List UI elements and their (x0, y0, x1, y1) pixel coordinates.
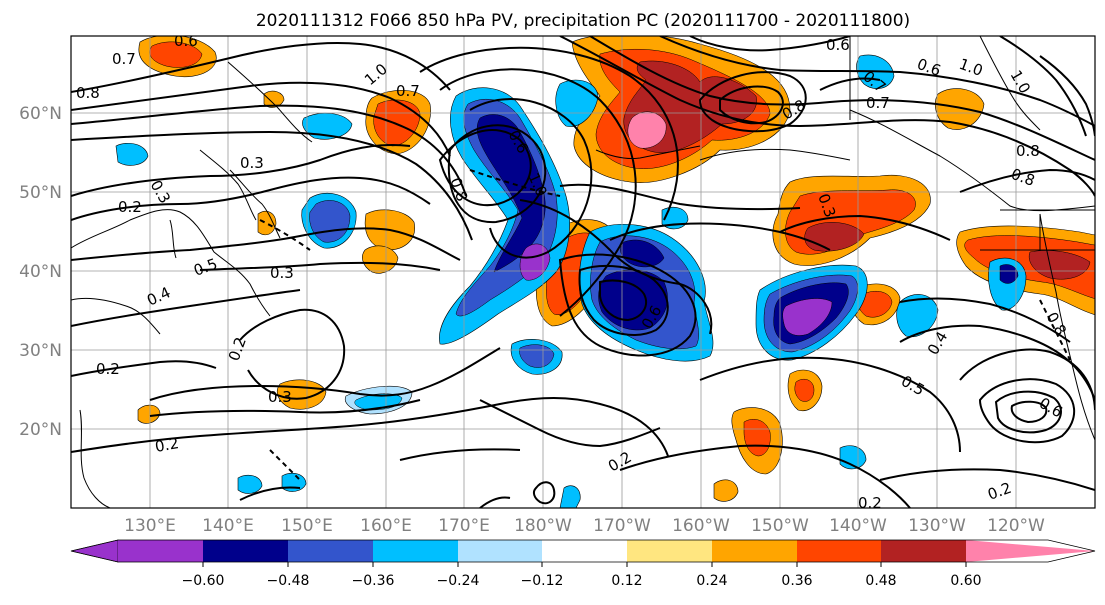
colorbar-segment (712, 540, 797, 562)
colorbar-outline (70, 539, 1096, 563)
colorbar-ticks (202, 562, 967, 567)
colorbar-segment (458, 540, 542, 562)
precip-positive-area (257, 211, 277, 236)
colorbar: −0.60 −0.48 −0.36 −0.24 −0.12 0.12 0.24 … (70, 539, 1096, 589)
contour-label: 0.3 (268, 388, 292, 406)
colorbar-tick-label: 0.12 (611, 573, 642, 589)
contour-label: 0.7 (866, 94, 890, 112)
map-gridlines (71, 36, 1095, 508)
lon-label: 140°W (829, 516, 887, 536)
lon-label: 150°E (281, 516, 333, 536)
contour-label: 0.6 (174, 32, 198, 50)
colorbar-segment (542, 540, 627, 562)
precip-negative-area (555, 79, 599, 127)
colorbar-segment (373, 540, 458, 562)
lat-label: 50°N (19, 183, 62, 203)
colorbar-tick-label: 0.36 (781, 573, 812, 589)
precip-negative-area (620, 239, 665, 268)
coastlines (71, 36, 1095, 508)
lon-label: 130°W (908, 516, 966, 536)
lon-label: 160°E (360, 516, 412, 536)
contour-label: 0.8 (76, 84, 100, 102)
precip-negative-area (598, 269, 668, 331)
precip-positive-area (713, 479, 739, 502)
lon-label: 150°W (751, 516, 809, 536)
lon-label: 130°E (124, 516, 176, 536)
contour-label: 0.7 (112, 50, 136, 68)
lon-label: 120°W (987, 516, 1045, 536)
lon-label: 170°E (438, 516, 490, 536)
colorbar-tick-label: −0.12 (521, 573, 564, 589)
precip-positive-area (743, 419, 771, 457)
colorbar-tick-label: −0.48 (267, 573, 310, 589)
colorbar-tick-labels: −0.60 −0.48 −0.36 −0.24 −0.12 0.12 0.24 … (182, 573, 982, 589)
contour-label: 0.3 (240, 154, 264, 172)
precip-negative-area (237, 474, 263, 494)
map-panel: 0.6 0.7 0.8 1.0 0.7 0.3 0.3 0.2 0.5 0.4 … (70, 32, 1096, 512)
map-frame (70, 35, 1096, 509)
contour-label: 0.7 (396, 82, 420, 100)
contour-label: 0.8 (1016, 142, 1040, 160)
precip-negative-area (999, 264, 1019, 284)
colorbar-segment (627, 540, 712, 562)
lon-label: 170°W (593, 516, 651, 536)
contour-label: 0.2 (96, 360, 120, 378)
colorbar-extension-left (70, 539, 119, 563)
lat-label: 30°N (19, 341, 62, 361)
colorbar-tick-label: 0.60 (950, 573, 981, 589)
precip-positive-area (964, 235, 1095, 299)
contour-label: 0.6 (826, 36, 850, 54)
colorbar-segment (288, 540, 373, 562)
contour-label: 0.2 (858, 494, 882, 512)
colorbar-extension-right (966, 540, 1095, 562)
precip-positive-area (1028, 250, 1091, 280)
colorbar-segment (797, 540, 881, 562)
colorbar-tick-label: 0.24 (696, 573, 727, 589)
colorbar-segment (881, 540, 966, 562)
colorbar-tick-label: −0.36 (352, 573, 395, 589)
pv-contours (71, 36, 1095, 508)
colorbar-tick-label: −0.24 (437, 573, 480, 589)
lon-label: 180°W (514, 516, 572, 536)
lon-label: 140°E (202, 516, 254, 536)
contour-label: 0.2 (154, 434, 181, 456)
precip-positive-area (373, 99, 421, 147)
precip-negative-area (782, 298, 833, 336)
longitude-labels: 130°E 140°E 150°E 160°E 170°E 180°W 170°… (124, 516, 1045, 536)
precip-negative-area (559, 485, 581, 508)
colorbar-tick-label: −0.60 (182, 573, 225, 589)
lat-label: 60°N (19, 104, 62, 124)
pv-dashed-contours (259, 169, 1071, 481)
colorbar-tick-label: 0.48 (865, 573, 896, 589)
precip-positive-area (794, 379, 815, 402)
precip-positive-area (627, 111, 667, 149)
contour-label: 0.2 (118, 198, 142, 216)
latitude-labels: 60°N 50°N 40°N 30°N 20°N (19, 104, 62, 440)
lat-label: 20°N (19, 420, 62, 440)
figure-title: 2020111312 F066 850 hPa PV, precipitatio… (256, 11, 910, 31)
lon-label: 160°W (672, 516, 730, 536)
precip-positive-area (149, 41, 203, 68)
colorbar-segment (203, 540, 288, 562)
lat-label: 40°N (19, 262, 62, 282)
precip-positive-area (935, 88, 985, 130)
contour-label: 0.3 (270, 264, 294, 282)
precip-negative-area (115, 143, 149, 166)
colorbar-segment (118, 540, 203, 562)
